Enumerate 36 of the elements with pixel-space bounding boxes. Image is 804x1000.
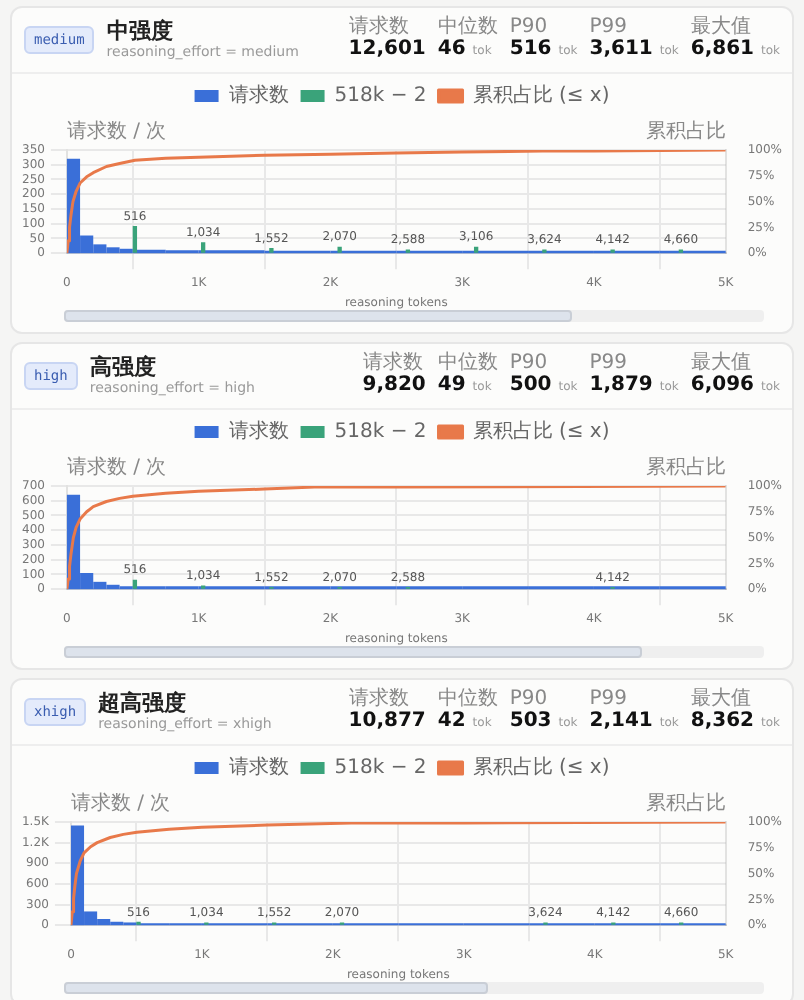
legend-label: 518k − 2	[334, 757, 427, 780]
legend-label: 请求数	[228, 83, 289, 108]
y2-axis-title: 累积占比	[645, 791, 726, 816]
text: 请求数	[348, 16, 411, 38]
legend-label: 518k − 2	[334, 85, 427, 108]
chart-title: 超高强度	[98, 690, 189, 716]
legend-label: 请求数	[228, 419, 289, 444]
y-axis-title: 请求数 / 次	[66, 119, 167, 144]
text: 10,877	[348, 710, 426, 734]
text: 最大值	[690, 688, 753, 710]
y-axis-title: 请求数 / 次	[66, 455, 167, 480]
legend-label: 累积占比 (≤ x)	[472, 83, 610, 108]
text: 12,601	[348, 38, 426, 62]
legend-label: 累积占比 (≤ x)	[472, 419, 610, 444]
text: P99	[589, 688, 630, 710]
text: P90	[509, 688, 550, 710]
text: 最大值	[690, 352, 753, 374]
text: 中位数	[437, 352, 498, 374]
text: P99	[589, 16, 630, 38]
text: 最大值	[690, 16, 753, 38]
text: 请求数	[348, 688, 411, 710]
text: P90	[509, 352, 550, 374]
y-axis-title: 请求数 / 次	[70, 791, 171, 816]
chart-title: 中强度	[106, 18, 175, 44]
text: 9,820	[362, 374, 426, 398]
text: P90	[509, 16, 550, 38]
text: 请求数	[362, 352, 425, 374]
text: 中位数	[437, 16, 498, 38]
legend-label: 累积占比 (≤ x)	[472, 755, 610, 780]
chart-title: 高强度	[89, 354, 158, 380]
legend-label: 请求数	[228, 755, 289, 780]
y2-axis-title: 累积占比	[645, 119, 726, 144]
text: P99	[589, 352, 630, 374]
legend-label: 518k − 2	[334, 421, 427, 444]
y2-axis-title: 累积占比	[645, 455, 726, 480]
text: 中位数	[437, 688, 498, 710]
